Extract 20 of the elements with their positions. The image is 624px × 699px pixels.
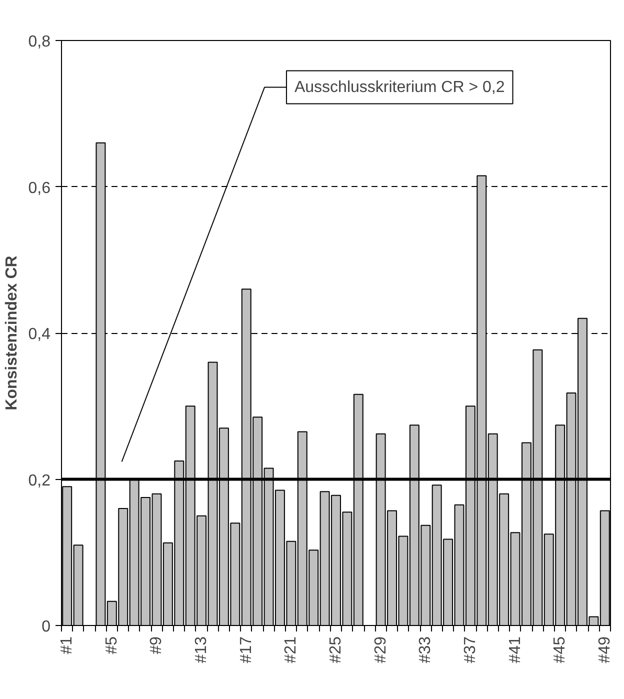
x-tick-label: #49 xyxy=(596,636,614,664)
y-tick-label: 0 xyxy=(42,618,51,636)
x-tick-label: #21 xyxy=(282,636,300,664)
x-tick-label: #37 xyxy=(462,636,479,664)
annotation: Ausschlusskriterium CR > 0,2 xyxy=(294,78,505,96)
y-axis-title: Konsistenzindex CR xyxy=(3,255,20,410)
x-tick-label: #17 xyxy=(238,636,255,664)
x-tick-label: #9 xyxy=(148,636,166,654)
y-tick-label: 0,6 xyxy=(28,180,51,197)
x-tick-label: #25 xyxy=(328,636,344,664)
y-tick-label: 0,2 xyxy=(28,472,51,490)
x-tick-label: #1 xyxy=(58,636,76,654)
x-tick-label: #45 xyxy=(552,636,569,664)
x-tick-label: #41 xyxy=(506,636,524,664)
y-tick-label: 0,8 xyxy=(28,34,51,50)
y-tick-label: 0,4 xyxy=(28,326,51,343)
x-tick-label: #5 xyxy=(103,636,120,654)
x-tick-label: #29 xyxy=(372,636,390,664)
x-tick-label: #13 xyxy=(193,636,210,664)
x-tick-label: #33 xyxy=(417,636,434,664)
